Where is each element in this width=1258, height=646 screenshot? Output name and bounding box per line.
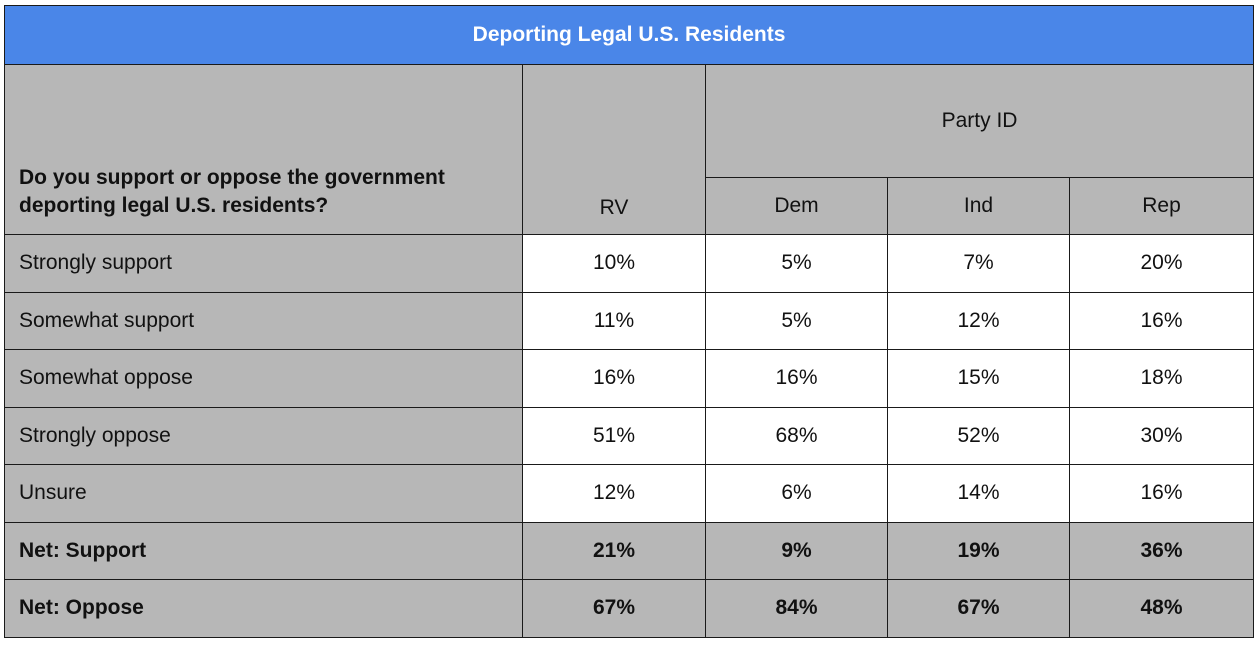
table-row: Somewhat oppose 16% 16% 15% 18% bbox=[4, 349, 1255, 408]
table-title: Deporting Legal U.S. Residents bbox=[3, 5, 1255, 65]
table-row: Net: Oppose 67% 84% 67% 48% bbox=[4, 579, 1255, 638]
cell-rep: 48% bbox=[1068, 579, 1255, 638]
cell-rep: 16% bbox=[1068, 464, 1255, 523]
party-id-header: Party ID bbox=[704, 64, 1255, 178]
column-header-dem: Dem bbox=[705, 177, 888, 235]
cell-rv: 51% bbox=[522, 406, 706, 465]
cell-rep: 16% bbox=[1068, 291, 1255, 350]
cell-dem: 84% bbox=[705, 579, 888, 638]
results-table: Deporting Legal U.S. Residents Do you su… bbox=[3, 5, 1255, 638]
table-row: Net: Support 21% 9% 19% 36% bbox=[4, 521, 1255, 580]
cell-rep: 20% bbox=[1068, 234, 1255, 293]
table-row: Somewhat support 11% 5% 12% 16% bbox=[4, 291, 1255, 350]
results-table-container: Deporting Legal U.S. Residents Do you su… bbox=[3, 5, 1255, 638]
column-header-rv: RV bbox=[522, 64, 706, 235]
table-row: Unsure 12% 6% 14% 16% bbox=[4, 464, 1255, 523]
table-row: Strongly support 10% 5% 7% 20% bbox=[4, 234, 1255, 293]
cell-dem: 16% bbox=[705, 349, 888, 408]
question-header: Do you support or oppose the government … bbox=[4, 64, 523, 235]
cell-ind: 14% bbox=[887, 464, 1070, 523]
row-label: Somewhat support bbox=[4, 291, 523, 350]
row-label: Unsure bbox=[4, 464, 523, 523]
cell-rv: 11% bbox=[522, 291, 706, 350]
table-row: Strongly oppose 51% 68% 52% 30% bbox=[4, 406, 1255, 465]
cell-rv: 21% bbox=[522, 521, 706, 580]
cell-ind: 19% bbox=[887, 521, 1070, 580]
cell-rep: 36% bbox=[1068, 521, 1255, 580]
row-label: Somewhat oppose bbox=[4, 349, 523, 408]
table-body: Strongly support 10% 5% 7% 20% Somewhat suppo… bbox=[4, 234, 1255, 638]
column-header-rep: Rep bbox=[1068, 177, 1255, 235]
cell-ind: 67% bbox=[887, 579, 1070, 638]
cell-ind: 12% bbox=[887, 291, 1070, 350]
cell-dem: 9% bbox=[705, 521, 888, 580]
row-label: Net: Oppose bbox=[4, 579, 523, 638]
cell-dem: 68% bbox=[705, 406, 888, 465]
cell-ind: 52% bbox=[887, 406, 1070, 465]
cell-ind: 7% bbox=[887, 234, 1070, 293]
cell-rv: 10% bbox=[522, 234, 706, 293]
cell-ind: 15% bbox=[887, 349, 1070, 408]
cell-dem: 5% bbox=[705, 234, 888, 293]
cell-rep: 18% bbox=[1068, 349, 1255, 408]
cell-dem: 6% bbox=[705, 464, 888, 523]
row-label: Strongly support bbox=[4, 234, 523, 293]
row-label: Net: Support bbox=[4, 521, 523, 580]
column-header-ind: Ind bbox=[887, 177, 1070, 235]
cell-rv: 16% bbox=[522, 349, 706, 408]
cell-rv: 67% bbox=[522, 579, 706, 638]
cell-rv: 12% bbox=[522, 464, 706, 523]
cell-dem: 5% bbox=[705, 291, 888, 350]
cell-rep: 30% bbox=[1068, 406, 1255, 465]
row-label: Strongly oppose bbox=[4, 406, 523, 465]
